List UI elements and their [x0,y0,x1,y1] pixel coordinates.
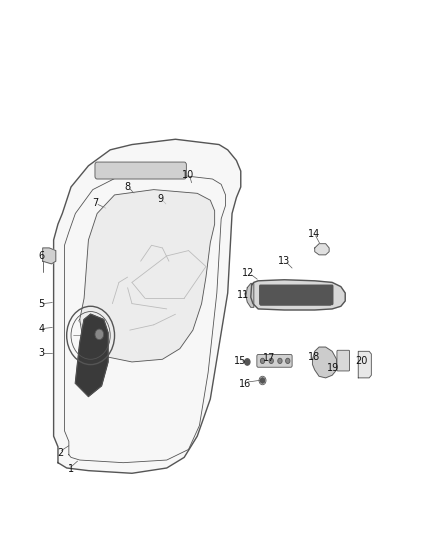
Polygon shape [75,314,108,397]
Text: 2: 2 [57,448,63,458]
Polygon shape [43,248,56,264]
Text: 7: 7 [92,198,98,208]
Text: 18: 18 [308,352,320,361]
FancyBboxPatch shape [259,285,333,305]
Text: 19: 19 [327,364,339,373]
Text: 4: 4 [39,324,45,334]
Circle shape [245,359,250,365]
Text: 5: 5 [38,298,45,309]
Circle shape [269,358,273,364]
Text: 20: 20 [356,356,368,366]
Polygon shape [358,351,371,378]
FancyBboxPatch shape [257,354,292,367]
Circle shape [278,358,282,364]
Text: 11: 11 [237,289,249,300]
Polygon shape [313,347,336,378]
Text: 3: 3 [39,348,45,358]
Polygon shape [315,244,329,255]
Circle shape [95,329,104,340]
Text: 6: 6 [39,251,45,261]
Polygon shape [80,190,215,362]
Circle shape [286,358,290,364]
Circle shape [260,378,265,383]
Circle shape [260,358,265,364]
Text: 10: 10 [182,171,194,180]
Text: 1: 1 [68,464,74,474]
Polygon shape [53,139,241,473]
Text: 17: 17 [263,353,275,363]
Text: 13: 13 [278,256,290,266]
Text: 15: 15 [234,356,246,366]
Text: 8: 8 [124,182,131,192]
FancyBboxPatch shape [95,162,186,179]
Text: 12: 12 [242,269,255,278]
Polygon shape [246,284,254,308]
Polygon shape [251,280,345,310]
Text: 9: 9 [157,193,163,204]
Text: 16: 16 [239,379,251,389]
Text: 14: 14 [308,229,320,239]
FancyBboxPatch shape [337,350,350,371]
